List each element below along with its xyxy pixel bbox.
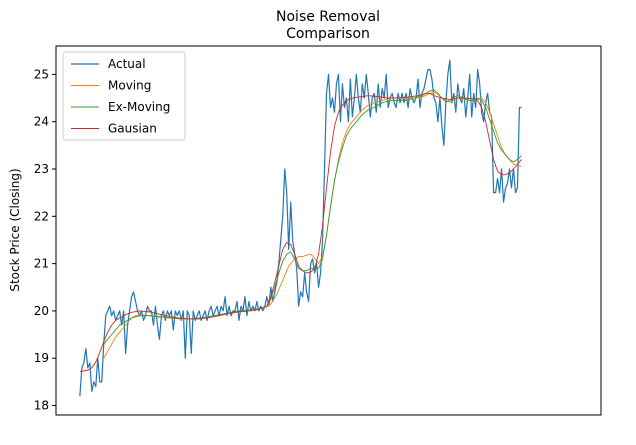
legend-label-moving: Moving [108, 79, 151, 93]
legend-label-gausian: Gausian [108, 122, 157, 136]
legend-label-actual: Actual [108, 57, 146, 71]
series-line-actual [79, 59, 522, 397]
chart-title-line-1: Noise Removal [276, 9, 380, 25]
legend: Actual Moving Ex-Moving Gausian [62, 51, 186, 141]
y-tick-label: 24 [34, 115, 49, 129]
legend-box [62, 51, 186, 141]
chart-title: Noise Removal Comparison [276, 9, 380, 42]
y-tick-label: 21 [34, 257, 49, 271]
chart-title-line-2: Comparison [286, 26, 370, 42]
y-tick-label: 22 [34, 209, 49, 223]
y-tick-label: 19 [34, 351, 49, 365]
legend-label-ex-moving: Ex-Moving [108, 100, 170, 114]
y-axis: 18 19 20 21 22 23 24 25 [34, 67, 56, 413]
y-tick-label: 23 [34, 162, 49, 176]
y-axis-label: Stock Price (Closing) [8, 168, 22, 291]
series-layer [79, 59, 522, 397]
plot-frame [55, 45, 602, 416]
y-tick-label: 20 [34, 304, 49, 318]
series-line-gausian [79, 92, 522, 372]
y-tick-label: 25 [34, 67, 49, 81]
y-tick-label: 18 [34, 399, 49, 413]
